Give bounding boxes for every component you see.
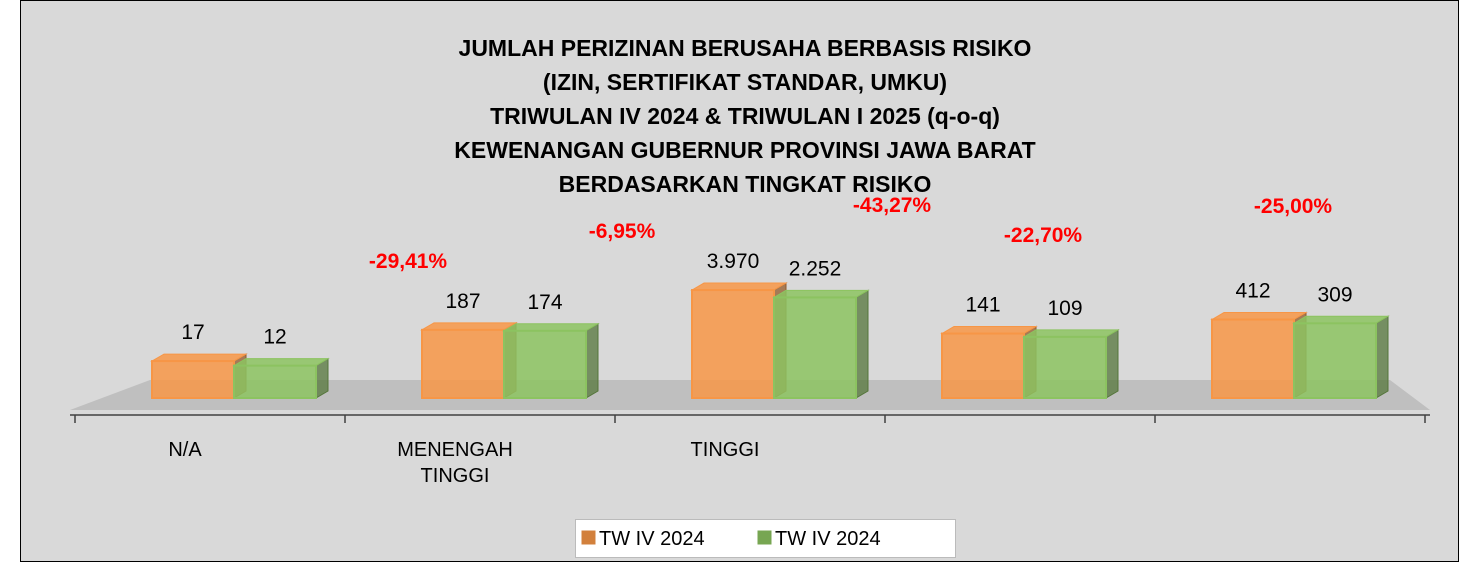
x-tick-label: N/A	[168, 439, 202, 461]
bar-face	[421, 328, 505, 400]
chart-title: TRIWULAN IV 2024 & TRIWULAN I 2025 (q-o-…	[490, 103, 1000, 129]
bar-face	[233, 364, 317, 400]
bar-face	[690, 282, 788, 291]
bar-face	[691, 289, 775, 399]
annotation: -6,95%	[589, 220, 656, 243]
bar	[502, 322, 600, 399]
bar	[232, 357, 330, 400]
bar-face	[855, 289, 869, 399]
legend-swatch	[581, 530, 596, 545]
bar	[772, 289, 870, 399]
bar-face	[1210, 312, 1308, 321]
bar-face	[502, 323, 600, 332]
bar-face	[1022, 329, 1120, 338]
legend-label: TW IV 2024	[599, 528, 705, 550]
data-label: 174	[527, 291, 562, 314]
data-label: 3.970	[707, 250, 760, 273]
bar-face	[940, 326, 1038, 335]
bar	[420, 321, 518, 400]
bar-face	[772, 289, 870, 298]
data-label: 309	[1317, 283, 1352, 306]
bar-face	[1105, 329, 1119, 399]
chart-title: JUMLAH PERIZINAN BERUSAHA BERBASIS RISIK…	[459, 35, 1032, 61]
chart-title: (IZIN, SERTIFIKAT STANDAR, UMKU)	[543, 69, 947, 95]
bar-face	[420, 322, 518, 331]
x-tick-label: MENENGAH TINGGI	[397, 439, 513, 487]
data-label: 412	[1235, 280, 1270, 303]
bar	[1292, 315, 1390, 399]
bar-face	[1211, 318, 1295, 399]
legend-swatch	[757, 530, 772, 545]
annotation: -25,00%	[1254, 195, 1333, 218]
bar	[690, 282, 788, 399]
bar-face	[773, 296, 857, 399]
bar-face	[151, 360, 235, 399]
bar-face	[232, 358, 330, 367]
chart-title: BERDASARKAN TINGKAT RISIKO	[559, 171, 932, 197]
bar	[940, 325, 1038, 400]
bar-face	[1375, 315, 1389, 399]
bar-face	[503, 329, 587, 399]
bar-face	[941, 332, 1025, 400]
chart-title: KEWENANGAN GUBERNUR PROVINSI JAWA BARAT	[454, 137, 1035, 163]
annotation: -43,27%	[853, 194, 932, 217]
bar-face	[1023, 335, 1107, 399]
bar-face	[1292, 315, 1390, 324]
data-label: 109	[1047, 297, 1082, 320]
bar-face	[1293, 322, 1377, 399]
bar	[1022, 329, 1120, 399]
data-label: 2.252	[789, 257, 842, 280]
bar-face	[585, 322, 599, 399]
bar	[150, 353, 248, 399]
bar-face	[150, 353, 248, 362]
bar	[1210, 311, 1308, 399]
annotation: -29,41%	[369, 250, 448, 273]
x-tick-label: TINGGI	[690, 439, 760, 461]
data-label: 141	[965, 294, 1000, 317]
data-label: 17	[181, 321, 204, 344]
data-label: 187	[445, 290, 480, 313]
data-label: 12	[263, 326, 286, 349]
legend-label: TW IV 2024	[775, 528, 881, 550]
chart-background	[20, 0, 1459, 562]
annotation: -22,70%	[1004, 224, 1083, 247]
